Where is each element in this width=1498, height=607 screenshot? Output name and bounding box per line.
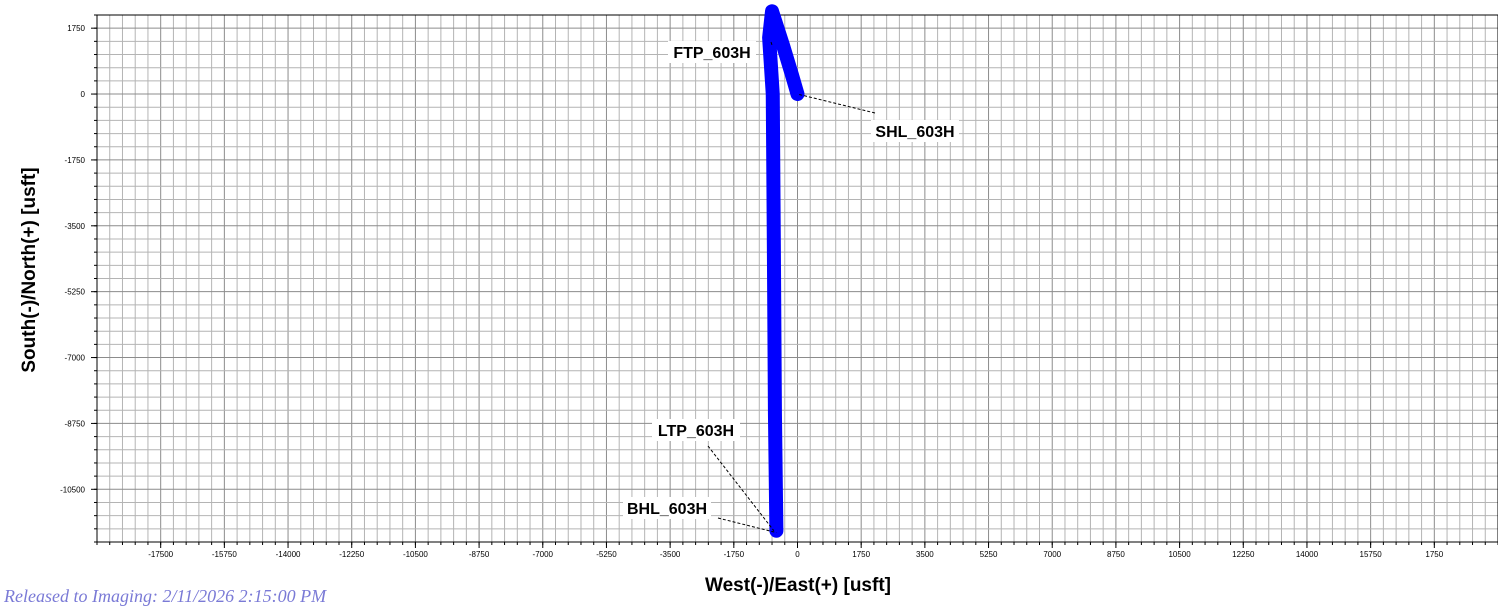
wellbore-path-point: [773, 527, 780, 534]
x-tick-label: -3500: [660, 550, 681, 559]
annotation-leader: [717, 517, 777, 534]
annotation-box: [623, 497, 711, 519]
annotation-leader: [707, 445, 775, 532]
series-layer: [762, 4, 805, 538]
x-tick-label: 1750: [1425, 550, 1443, 559]
y-tick-label: 0: [81, 90, 86, 99]
x-tick-label: 8750: [1107, 550, 1125, 559]
x-tick-label: -10500: [403, 550, 428, 559]
y-tick-label: 1750: [67, 24, 85, 33]
x-tick-label: -15750: [212, 550, 237, 559]
axis-ticks: -17500 -15750 -14000 -12250 -10500 -8750 -7000…: [60, 14, 1498, 559]
annotation-label: BHL_603H: [627, 501, 707, 518]
wellbore-path-point: [769, 91, 776, 98]
wellbore-path-point: [770, 241, 777, 248]
x-tick-label: -17500: [148, 550, 173, 559]
wellbore-path-point: [771, 411, 778, 418]
wellbore-path-point: [779, 42, 786, 49]
y-tick-label: -1750: [65, 156, 86, 165]
x-tick-label: 1750: [852, 550, 870, 559]
x-tick-label: 5250: [980, 550, 998, 559]
y-tick-label: -8750: [65, 419, 86, 428]
footer-release-stamp: Released to Imaging: 2/11/2026 2:15:00 P…: [4, 586, 327, 606]
annotation-box: [652, 419, 740, 441]
annotation-label: LTP_603H: [658, 423, 734, 440]
y-axis-title: South(-)/North(+) [usft]: [19, 167, 40, 372]
x-tick-label: 7000: [1043, 550, 1061, 559]
x-tick-label: -1750: [724, 550, 745, 559]
x-tick-label: 3500: [916, 550, 934, 559]
x-tick-label: 10500: [1168, 550, 1191, 559]
annotation-label: SHL_603H: [875, 124, 954, 141]
annotation-leader: [770, 41, 773, 46]
annotation-leader: [797, 93, 876, 114]
annotation-box: [668, 41, 756, 63]
annotation-label: FTP_603H: [673, 45, 750, 62]
annotation-box: [871, 120, 959, 142]
x-tick-label: 0: [795, 550, 800, 559]
x-tick-label: 14000: [1296, 550, 1319, 559]
y-tick-label: -5250: [65, 288, 86, 297]
x-tick-label: -5250: [596, 550, 617, 559]
wellbore-path-point: [766, 34, 773, 41]
y-tick-label: -3500: [65, 222, 86, 231]
x-tick-label: 12250: [1232, 550, 1255, 559]
x-tick-label: -14000: [276, 550, 301, 559]
y-tick-label: -7000: [65, 354, 86, 363]
x-tick-label: -7000: [533, 550, 554, 559]
grid-lines: [96, 14, 1498, 543]
x-tick-label: -12250: [339, 550, 364, 559]
wellbore-path-point: [789, 72, 796, 79]
wellbore-path-point: [794, 91, 801, 98]
wellbore-path-line: [762, 4, 805, 538]
x-tick-label: 15750: [1360, 550, 1383, 559]
x-axis-title: West(-)/East(+) [usft]: [705, 575, 891, 596]
x-tick-label: -8750: [469, 550, 490, 559]
y-tick-label: -10500: [60, 485, 85, 494]
annotations-layer: FTP_603H SHL_603H LTP_603H BHL_603H: [623, 41, 959, 534]
wellbore-path-point: [769, 8, 776, 15]
